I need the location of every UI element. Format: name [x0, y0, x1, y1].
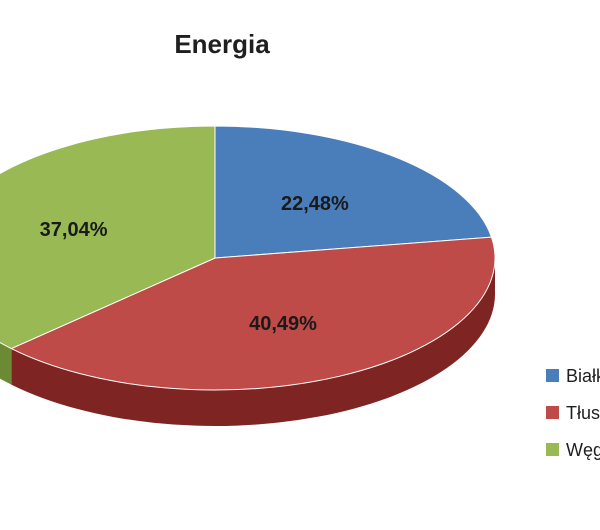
pie-side-3 — [0, 342, 12, 385]
pie-side-layer — [0, 258, 495, 427]
legend-swatch-1 — [546, 369, 559, 382]
pie-side-2 — [11, 258, 495, 427]
legend-swatch-3 — [546, 443, 559, 456]
chart-title: Energia — [174, 29, 270, 59]
data-label-3: 37,04% — [40, 219, 108, 241]
pie-slice-3 — [0, 125, 216, 350]
legend-label-1: Białk — [566, 366, 600, 386]
pie-top-layer — [0, 125, 496, 391]
data-labels: 22,48% 40,49% 37,04% — [40, 193, 349, 335]
pie-slice-2 — [10, 236, 496, 391]
legend-swatch-2 — [546, 406, 559, 419]
pie-slice-1 — [214, 125, 493, 259]
data-label-1: 22,48% — [281, 193, 349, 215]
data-label-2: 40,49% — [249, 313, 317, 335]
legend: Białk Tłus Węg — [546, 366, 600, 460]
legend-label-3: Węg — [566, 440, 600, 460]
legend-label-2: Tłus — [566, 403, 600, 423]
